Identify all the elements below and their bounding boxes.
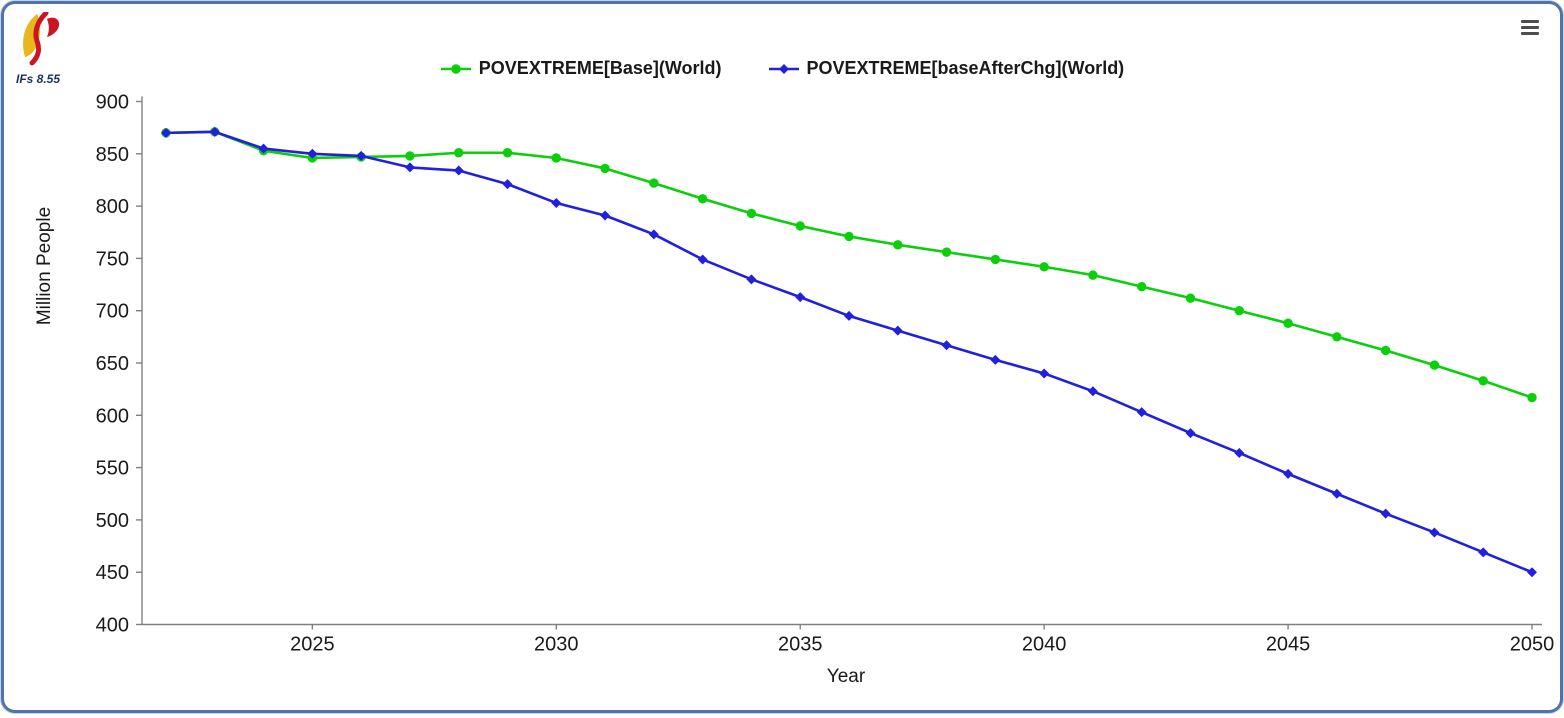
svg-text:600: 600 [96,405,129,427]
svg-text:700: 700 [96,301,129,323]
legend: POVEXTREME[Base](World) POVEXTREME[baseA… [4,58,1560,79]
menu-button[interactable] [1516,14,1544,40]
svg-text:800: 800 [96,196,129,218]
hamburger-icon [1516,19,1544,35]
svg-text:750: 750 [96,248,129,270]
svg-text:2050: 2050 [1510,634,1555,656]
svg-text:2040: 2040 [1022,634,1067,656]
svg-text:2030: 2030 [534,634,579,656]
legend-label-base-after-chg: POVEXTREME[baseAfterChg](World) [806,58,1125,78]
svg-text:2025: 2025 [290,634,335,656]
svg-text:900: 900 [96,92,129,114]
ifs-flame-icon [23,10,60,66]
svg-text:650: 650 [96,353,129,375]
svg-text:500: 500 [96,510,129,532]
svg-text:550: 550 [96,458,129,480]
svg-text:450: 450 [96,562,129,584]
ifs-logo: IFs 8.55 [16,10,86,86]
line-chart: 400 450 500 550 600 650 700 750 800 850 900 2025 203… [96,92,1555,656]
svg-text:400: 400 [96,615,129,637]
app-version-label: IFs 8.55 [16,72,61,86]
legend-marker-base-after-chg-icon [768,63,799,74]
svg-text:2035: 2035 [778,634,823,656]
legend-marker-base-icon [440,63,471,74]
x-axis-title: Year [826,666,866,687]
legend-label-base: POVEXTREME[Base](World) [478,58,722,78]
svg-text:2045: 2045 [1266,634,1311,656]
legend-item-base[interactable]: POVEXTREME[Base](World) [440,58,722,79]
legend-item-base-after-chg[interactable]: POVEXTREME[baseAfterChg](World) [768,58,1125,79]
svg-text:850: 850 [96,144,129,166]
